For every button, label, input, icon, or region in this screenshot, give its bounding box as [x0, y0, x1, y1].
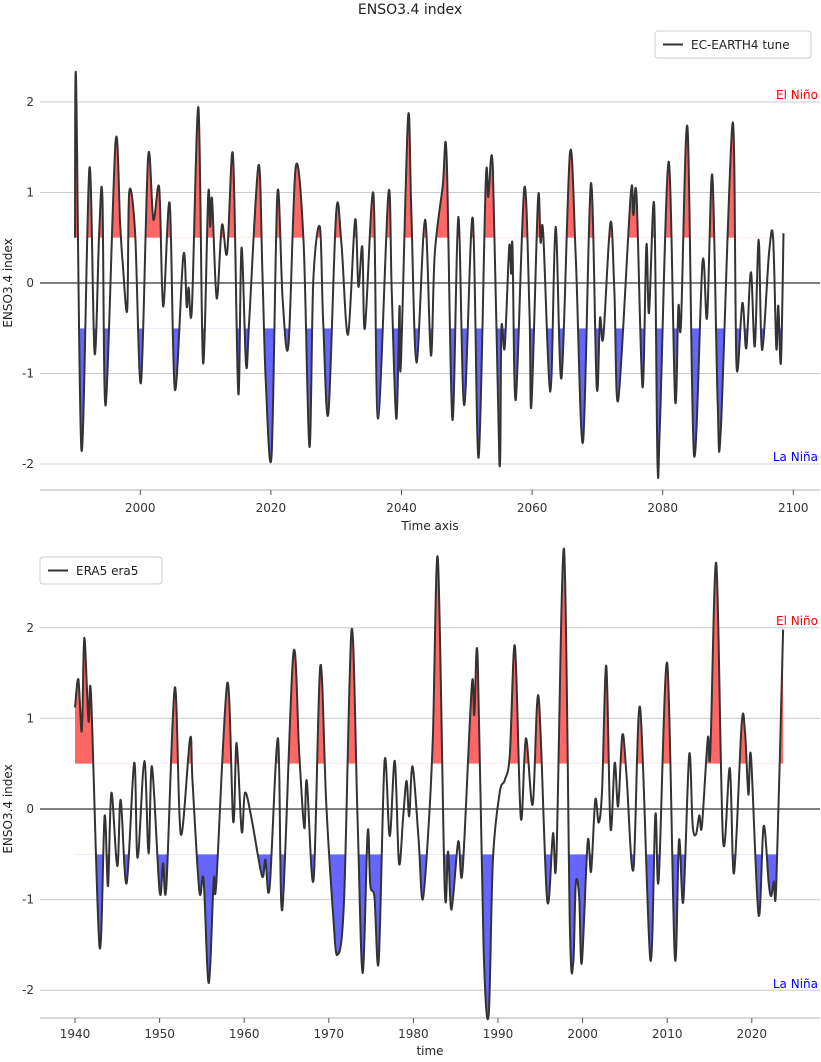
x-tick-label: 2000 — [567, 1027, 598, 1041]
x-tick-label: 2100 — [778, 501, 809, 515]
y-tick-label: -1 — [22, 893, 34, 907]
x-tick-label: 1950 — [144, 1027, 175, 1041]
series-line — [74, 71, 785, 479]
y-tick-label: 0 — [26, 276, 34, 290]
x-tick-label: 1980 — [398, 1027, 429, 1041]
series-line — [74, 547, 785, 1021]
x-tick-label: 1960 — [229, 1027, 260, 1041]
x-axis-label: time — [416, 1044, 443, 1058]
y-tick-label: 0 — [26, 802, 34, 816]
el-nino-fill — [75, 72, 784, 238]
la-nina-label: La Niña — [773, 977, 818, 991]
panel-ec-earth4: -2 -1 0 1 2 2000 2020 2040 2060 2080 2100 El Niño La… — [1, 30, 820, 533]
y-axis-label: ENSO3.4 index — [1, 238, 15, 327]
x-tick-label: 2000 — [125, 501, 156, 515]
y-tick-label: -1 — [22, 367, 34, 381]
legend: ERA5 era5 — [39, 556, 163, 585]
y-tick-label: 1 — [26, 186, 34, 200]
x-tick-label: 2060 — [517, 501, 548, 515]
figure-title: ENSO3.4 index — [358, 2, 462, 18]
panel-era5: -2 -1 0 1 2 1940 1950 1960 1970 1980 1990 2000 2010 2… — [1, 547, 820, 1058]
x-tick-label: 1940 — [60, 1027, 91, 1041]
la-nina-label: La Niña — [773, 450, 818, 464]
y-tick-label: 1 — [26, 711, 34, 725]
y-tick-label: 2 — [26, 95, 34, 109]
y-tick-label: 2 — [26, 621, 34, 635]
legend-box — [39, 556, 163, 585]
y-tick-label: -2 — [22, 983, 34, 997]
legend-box — [654, 30, 812, 59]
x-axis-label: Time axis — [400, 519, 458, 533]
x-tick-label: 2080 — [647, 501, 678, 515]
y-axis-label: ENSO3.4 index — [1, 764, 15, 853]
el-nino-fill — [75, 548, 784, 764]
x-tick-label: 1970 — [314, 1027, 345, 1041]
el-nino-label: El Niño — [776, 614, 818, 628]
x-tick-label: 2020 — [256, 501, 287, 515]
x-tick-label: 2040 — [386, 501, 417, 515]
x-tick-label: 1990 — [483, 1027, 514, 1041]
legend-label: ERA5 era5 — [76, 564, 138, 578]
x-tick-label: 2020 — [737, 1027, 768, 1041]
el-nino-label: El Niño — [776, 88, 818, 102]
legend-label: EC-EARTH4 tune — [691, 38, 790, 52]
x-tick-label: 2010 — [652, 1027, 683, 1041]
legend: EC-EARTH4 tune — [654, 30, 812, 59]
y-tick-label: -2 — [22, 457, 34, 471]
